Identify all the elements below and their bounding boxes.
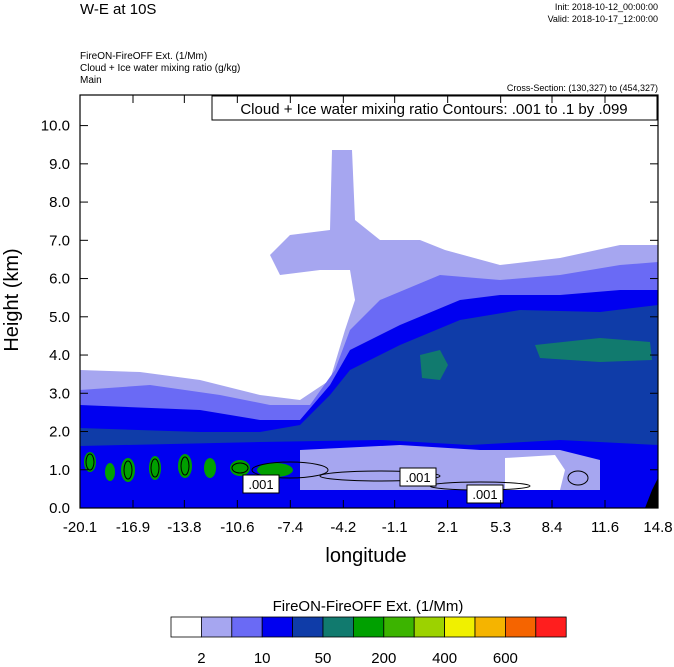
plot-frame — [79, 94, 659, 509]
colorbar-swatch — [292, 616, 324, 638]
colorbar-swatch — [535, 616, 567, 638]
x-tick-label: 14.8 — [643, 519, 672, 536]
contour-fill — [80, 305, 658, 446]
x-tick-label: -13.8 — [167, 519, 201, 536]
contour-label-box — [399, 467, 437, 487]
colorbar-tick-label: 600 — [493, 650, 518, 667]
y-tick-label: 5.0 — [49, 309, 70, 326]
contour-label: .001 — [248, 477, 273, 492]
colorbar-swatch — [170, 616, 202, 638]
contour-fill — [420, 338, 652, 380]
contour-fill — [505, 455, 565, 490]
colorbar-swatch — [200, 616, 233, 638]
y-axis-label: Height (km) — [1, 248, 23, 351]
init-time: Init: 2018-10-12_00:00:00 — [555, 2, 658, 12]
x-tick-label: 2.1 — [437, 519, 458, 536]
contour-label-box — [466, 484, 504, 504]
y-tick-label: 9.0 — [49, 156, 70, 173]
colorbar-swatch — [474, 616, 506, 638]
y-tick-label: 4.0 — [49, 347, 70, 364]
contour-info: Cloud + Ice water mixing ratio Contours:… — [240, 101, 627, 118]
terrain — [645, 478, 658, 508]
colorbar-title: FireON-FireOFF Ext. (1/Mm) — [273, 598, 464, 615]
x-tick-label: -16.9 — [116, 519, 150, 536]
contour-label: .001 — [405, 470, 430, 485]
valid-time: Valid: 2018-10-17_12:00:00 — [548, 14, 658, 24]
colorbar-tick-label: 50 — [315, 650, 332, 667]
cross-section: Cross-Section: (130,327) to (454,327) — [507, 83, 658, 93]
contour-fill — [80, 490, 658, 508]
x-tick-label: -1.1 — [382, 519, 408, 536]
x-tick-label: 8.4 — [542, 519, 563, 536]
colorbar-tick-label: 10 — [254, 650, 271, 667]
info-box — [211, 95, 658, 121]
contour-field — [80, 150, 658, 508]
y-tick-label: 10.0 — [41, 118, 70, 135]
colorbar-tick-label: 400 — [432, 650, 457, 667]
chart-title: W-E at 10S — [80, 1, 156, 18]
x-tick-label: -4.2 — [330, 519, 356, 536]
colorbar-swatch — [444, 616, 476, 638]
colorbar-swatch — [231, 616, 263, 638]
colorbar-swatch — [504, 616, 537, 638]
colorbar-tick-label: 200 — [371, 650, 396, 667]
y-tick-label: 1.0 — [49, 462, 70, 479]
colorbar-swatch — [383, 616, 415, 638]
y-tick-label: 3.0 — [49, 385, 70, 402]
y-tick-label: 6.0 — [49, 271, 70, 288]
subtitle: Cloud + Ice water mixing ratio (g/kg) — [80, 63, 240, 74]
contour-label: .001 — [472, 487, 497, 502]
colorbar-swatch — [413, 616, 446, 638]
x-tick-label: -20.1 — [63, 519, 97, 536]
contour-label-box — [242, 474, 280, 494]
colorbar-swatch — [261, 616, 294, 638]
x-tick-label: 11.6 — [591, 519, 619, 536]
y-tick-label: 0.0 — [49, 500, 70, 517]
y-tick-label: 7.0 — [49, 232, 70, 249]
colorbar-swatch — [352, 616, 385, 638]
x-tick-label: -10.6 — [220, 519, 254, 536]
x-axis-label: longitude — [325, 545, 406, 567]
colorbar-swatch — [322, 616, 354, 638]
colorbar-tick-label: 2 — [197, 650, 205, 667]
subtitle: FireON-FireOFF Ext. (1/Mm) — [80, 51, 207, 62]
y-tick-label: 2.0 — [49, 424, 70, 441]
y-tick-label: 8.0 — [49, 194, 70, 211]
x-tick-label: -7.4 — [277, 519, 303, 536]
subtitle: Main — [80, 75, 102, 86]
x-tick-label: 5.3 — [490, 519, 511, 536]
